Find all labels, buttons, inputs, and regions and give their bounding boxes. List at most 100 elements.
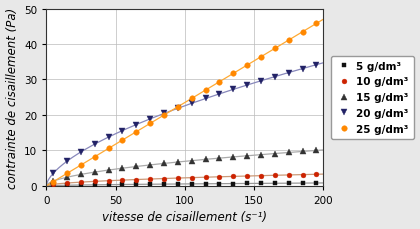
- 15 g/dm³: [120, 167, 125, 170]
- 25 g/dm³: [273, 48, 278, 51]
- 10 g/dm³: [79, 181, 84, 184]
- 10 g/dm³: [314, 173, 319, 176]
- 10 g/dm³: [231, 175, 236, 178]
- 5 g/dm³: [300, 182, 305, 185]
- 5 g/dm³: [245, 182, 250, 185]
- Legend: 5 g/dm³, 10 g/dm³, 15 g/dm³, 20 g/dm³, 25 g/dm³: 5 g/dm³, 10 g/dm³, 15 g/dm³, 20 g/dm³, 2…: [331, 56, 414, 139]
- 20 g/dm³: [300, 68, 305, 71]
- 20 g/dm³: [148, 118, 153, 121]
- 10 g/dm³: [65, 182, 70, 185]
- 20 g/dm³: [51, 172, 56, 175]
- 10 g/dm³: [134, 178, 139, 181]
- 15 g/dm³: [273, 153, 278, 155]
- Line: 20 g/dm³: 20 g/dm³: [50, 63, 319, 176]
- Line: 10 g/dm³: 10 g/dm³: [51, 172, 319, 187]
- 10 g/dm³: [203, 176, 208, 179]
- 5 g/dm³: [51, 184, 56, 187]
- 10 g/dm³: [148, 178, 153, 181]
- 20 g/dm³: [65, 160, 70, 163]
- 15 g/dm³: [203, 158, 208, 161]
- 25 g/dm³: [120, 139, 125, 142]
- 10 g/dm³: [286, 174, 291, 177]
- 15 g/dm³: [300, 150, 305, 153]
- 5 g/dm³: [120, 183, 125, 186]
- 10 g/dm³: [106, 180, 111, 182]
- 10 g/dm³: [51, 183, 56, 186]
- 25 g/dm³: [51, 180, 56, 183]
- Y-axis label: contrainte de cisaillement (Pa): contrainte de cisaillement (Pa): [5, 8, 18, 188]
- 15 g/dm³: [189, 160, 194, 162]
- 5 g/dm³: [65, 184, 70, 187]
- 25 g/dm³: [189, 98, 194, 100]
- 15 g/dm³: [217, 157, 222, 160]
- 10 g/dm³: [259, 174, 264, 177]
- 25 g/dm³: [92, 156, 97, 158]
- 15 g/dm³: [148, 164, 153, 166]
- 15 g/dm³: [79, 173, 84, 176]
- 10 g/dm³: [176, 177, 181, 180]
- 20 g/dm³: [106, 136, 111, 139]
- X-axis label: vitesse de cisaillement (s⁻¹): vitesse de cisaillement (s⁻¹): [102, 210, 268, 224]
- 20 g/dm³: [245, 84, 250, 87]
- 25 g/dm³: [217, 81, 222, 84]
- 20 g/dm³: [176, 107, 181, 110]
- 25 g/dm³: [79, 164, 84, 167]
- 20 g/dm³: [231, 89, 236, 91]
- 5 g/dm³: [92, 184, 97, 186]
- 25 g/dm³: [203, 89, 208, 92]
- 25 g/dm³: [286, 39, 291, 42]
- 5 g/dm³: [273, 182, 278, 185]
- 15 g/dm³: [286, 151, 291, 154]
- 5 g/dm³: [176, 183, 181, 185]
- 25 g/dm³: [148, 123, 153, 125]
- 25 g/dm³: [162, 114, 167, 117]
- 20 g/dm³: [189, 102, 194, 105]
- 25 g/dm³: [134, 131, 139, 134]
- 15 g/dm³: [92, 171, 97, 174]
- 25 g/dm³: [65, 172, 70, 175]
- 20 g/dm³: [79, 151, 84, 154]
- 5 g/dm³: [314, 182, 319, 185]
- 15 g/dm³: [162, 162, 167, 165]
- 15 g/dm³: [314, 149, 319, 152]
- 10 g/dm³: [300, 173, 305, 176]
- 15 g/dm³: [51, 180, 56, 183]
- 20 g/dm³: [203, 98, 208, 101]
- 10 g/dm³: [92, 180, 97, 183]
- 20 g/dm³: [120, 130, 125, 132]
- Line: 5 g/dm³: 5 g/dm³: [51, 181, 319, 188]
- 5 g/dm³: [162, 183, 167, 186]
- 20 g/dm³: [134, 124, 139, 126]
- 20 g/dm³: [314, 64, 319, 67]
- 15 g/dm³: [176, 161, 181, 164]
- 15 g/dm³: [231, 156, 236, 159]
- 15 g/dm³: [245, 155, 250, 157]
- 20 g/dm³: [162, 113, 167, 115]
- 15 g/dm³: [65, 176, 70, 179]
- 25 g/dm³: [106, 147, 111, 150]
- 5 g/dm³: [189, 183, 194, 185]
- 10 g/dm³: [217, 176, 222, 178]
- 20 g/dm³: [92, 143, 97, 146]
- 5 g/dm³: [79, 184, 84, 187]
- 20 g/dm³: [217, 93, 222, 96]
- 20 g/dm³: [273, 76, 278, 79]
- 5 g/dm³: [231, 182, 236, 185]
- 15 g/dm³: [259, 154, 264, 156]
- Line: 25 g/dm³: 25 g/dm³: [50, 22, 319, 185]
- 15 g/dm³: [106, 169, 111, 172]
- 25 g/dm³: [314, 23, 319, 26]
- 10 g/dm³: [273, 174, 278, 177]
- 25 g/dm³: [259, 56, 264, 59]
- 5 g/dm³: [217, 183, 222, 185]
- 5 g/dm³: [203, 183, 208, 185]
- Line: 15 g/dm³: 15 g/dm³: [50, 148, 319, 184]
- 5 g/dm³: [148, 183, 153, 186]
- 25 g/dm³: [300, 31, 305, 34]
- 5 g/dm³: [259, 182, 264, 185]
- 10 g/dm³: [120, 179, 125, 182]
- 25 g/dm³: [176, 106, 181, 109]
- 10 g/dm³: [189, 177, 194, 179]
- 5 g/dm³: [134, 183, 139, 186]
- 20 g/dm³: [259, 80, 264, 83]
